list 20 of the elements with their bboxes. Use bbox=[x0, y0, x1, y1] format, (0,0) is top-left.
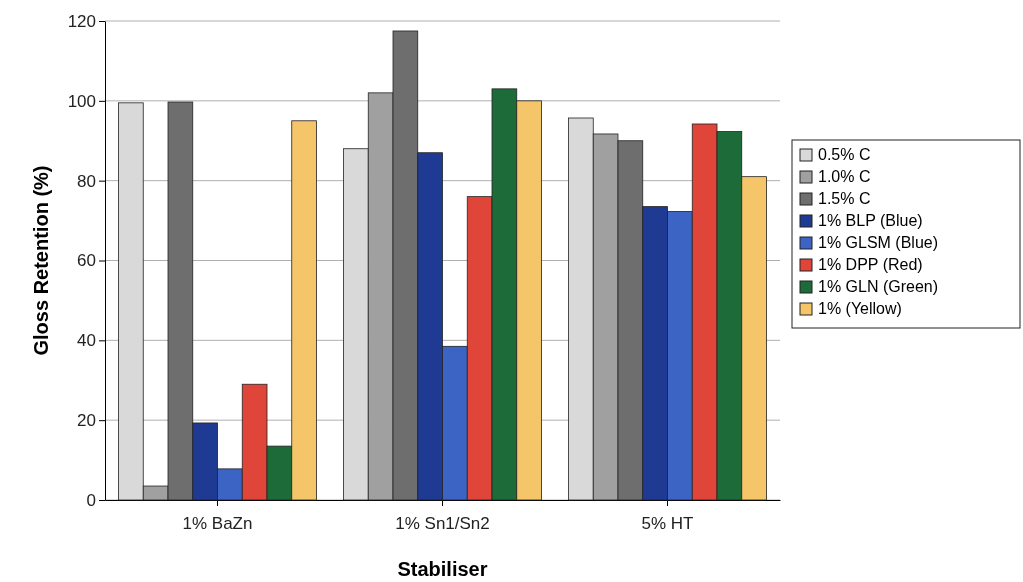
legend-label: 1.5% C bbox=[818, 190, 871, 207]
legend-label: 1% (Yellow) bbox=[818, 300, 902, 317]
x-axis-title: Stabiliser bbox=[397, 558, 488, 580]
legend-label: 1% GLN (Green) bbox=[818, 278, 939, 295]
legend-label: 1% BLP (Blue) bbox=[818, 212, 923, 229]
y-tick-label: 80 bbox=[77, 171, 96, 191]
y-axis-title: Gloss Retention (%) bbox=[30, 165, 52, 356]
x-tick-label: 1% BaZn bbox=[182, 514, 253, 534]
y-tick-label: 20 bbox=[77, 411, 96, 431]
x-tick-label: 5% HT bbox=[641, 514, 694, 534]
y-tick-label: 40 bbox=[77, 331, 96, 351]
y-tick-label: 60 bbox=[77, 251, 96, 271]
legend-label: 0.5% C bbox=[818, 146, 871, 163]
y-tick-label: 0 bbox=[86, 490, 96, 510]
legend-label: 1.0% C bbox=[818, 168, 871, 185]
legend-label: 1% DPP (Red) bbox=[818, 256, 923, 273]
y-tick-label: 100 bbox=[67, 91, 96, 111]
legend-label: 1% GLSM (Blue) bbox=[818, 234, 939, 251]
x-tick-label: 1% Sn1/Sn2 bbox=[395, 514, 490, 534]
y-tick-label: 120 bbox=[67, 11, 96, 31]
